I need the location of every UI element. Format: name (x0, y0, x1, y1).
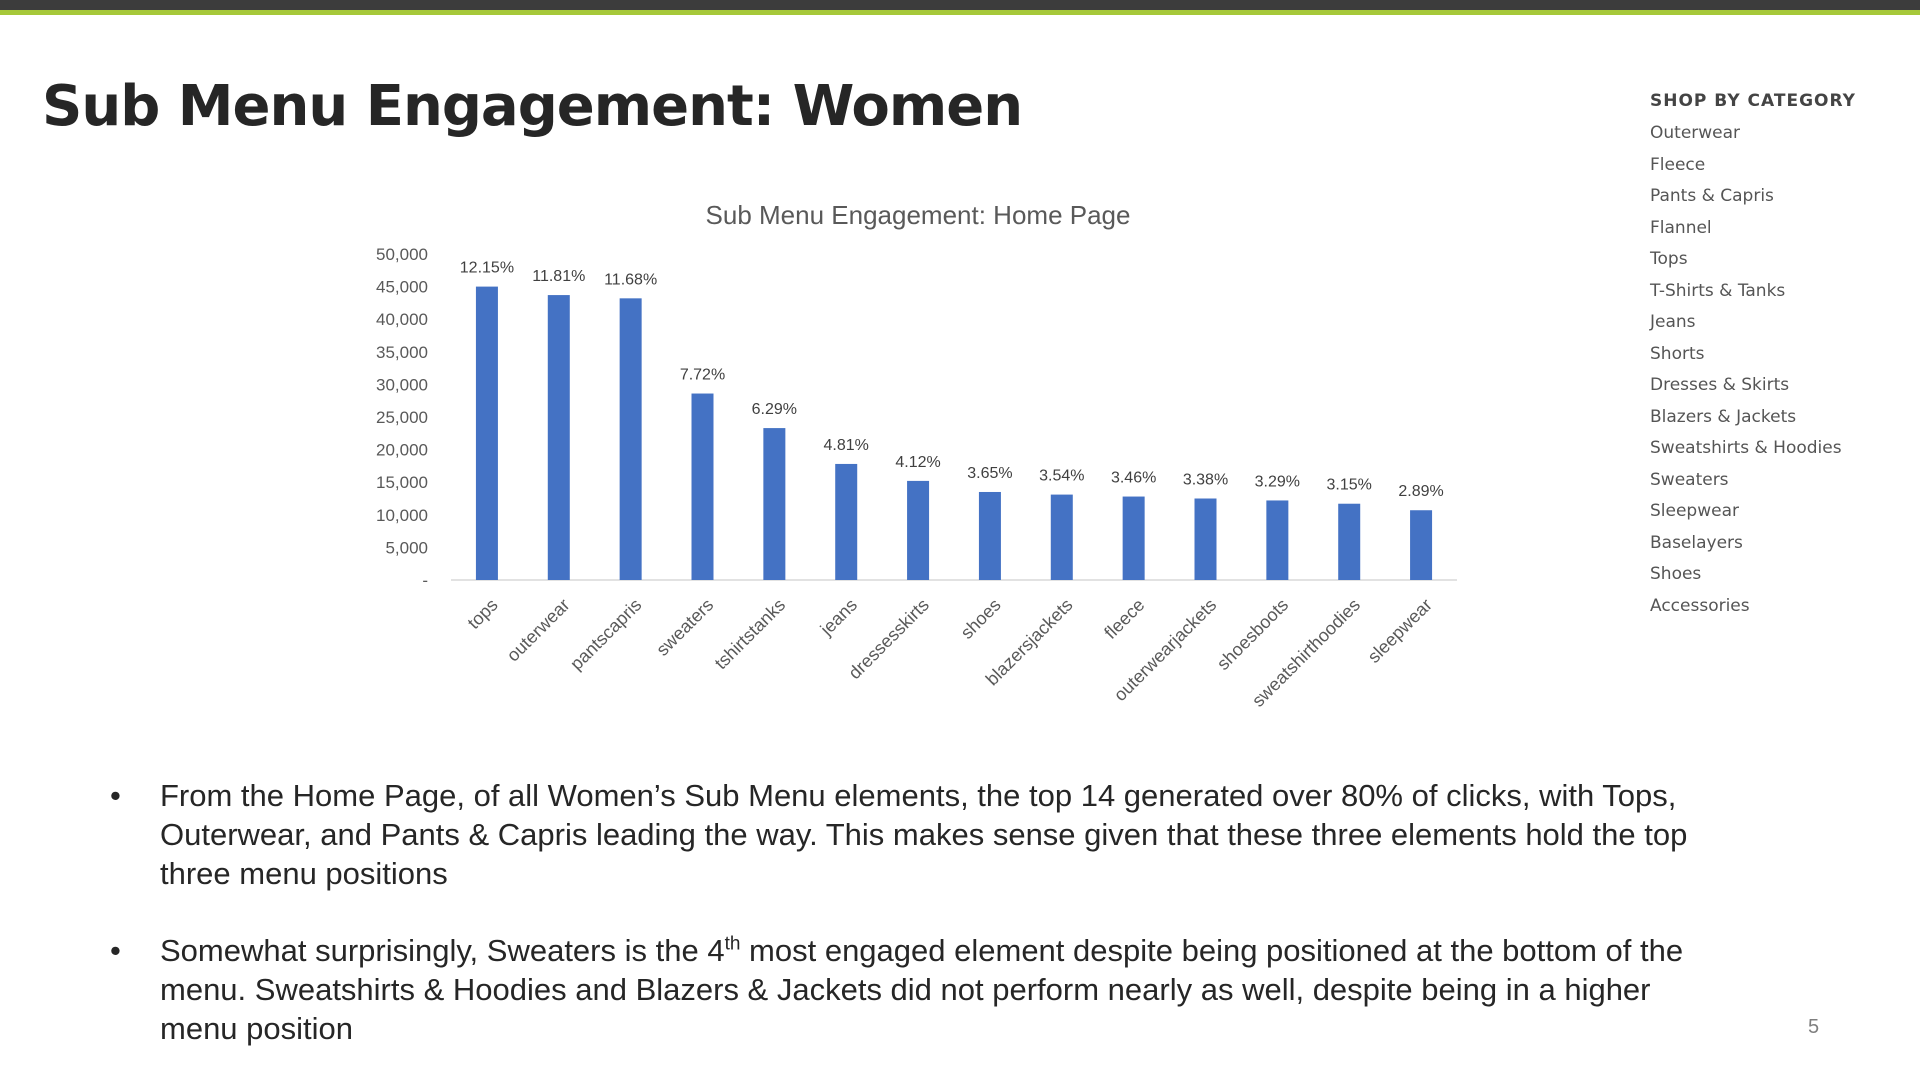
menu-item[interactable]: Baselayers (1650, 532, 1743, 553)
menu-item[interactable]: Sweaters (1650, 469, 1729, 490)
bullet-dot: • (110, 778, 121, 813)
menu-item[interactable]: Accessories (1650, 595, 1750, 616)
menu-item[interactable]: Dresses & Skirts (1650, 375, 1790, 395)
y-tick-label: 40,000 (376, 310, 428, 329)
bar (691, 393, 714, 580)
category-label: shoesboots (1213, 595, 1292, 674)
slide-title: Sub Menu Engagement: Women (42, 74, 1023, 139)
page-number: 5 (1808, 1016, 1820, 1038)
menu-item[interactable]: Tops (1650, 249, 1688, 269)
menu-item[interactable]: Outerwear (1650, 123, 1741, 143)
data-label: 7.72% (680, 367, 725, 384)
data-label: 11.81% (532, 268, 585, 285)
y-tick-label: 20,000 (376, 441, 428, 460)
bullet-dot: • (110, 933, 121, 968)
y-tick-label: 10,000 (376, 506, 428, 525)
top-bar (0, 0, 1920, 10)
y-tick-label: 15,000 (376, 473, 428, 492)
menu-item[interactable]: Jeans (1650, 312, 1696, 332)
data-label: 4.12% (895, 454, 940, 471)
category-label: pantscapris (566, 595, 645, 674)
data-label: 3.65% (967, 465, 1012, 482)
shop-by-category-menu: SHOP BY CATEGORY Outerwear Fleece Pants & … (1650, 90, 1910, 626)
data-labels: 12.15% 11.81% 11.68% 7.72% 6.29% 4.81% 4.12% 3.… (460, 260, 1444, 501)
ordinal-suffix: th (724, 933, 741, 955)
menu-item[interactable]: Shoes (1650, 564, 1702, 584)
menu-item[interactable]: T-Shirts & Tanks (1650, 280, 1786, 301)
bullet-item: • From the Home Page, of all Women’s Sub… (110, 776, 1730, 893)
category-label: jeans (816, 595, 861, 640)
data-label: 3.54% (1039, 468, 1084, 485)
menu-item[interactable]: Sleepwear (1650, 501, 1739, 521)
chart-title: Sub Menu Engagement: Home Page (706, 200, 1131, 230)
bar (1122, 496, 1145, 580)
menu-item[interactable]: Pants & Capris (1650, 186, 1774, 206)
menu-item[interactable]: Fleece (1650, 154, 1706, 175)
y-tick-label: - (422, 571, 428, 590)
bar (978, 491, 1001, 580)
bar (1194, 498, 1217, 580)
bullet-text-start: Somewhat surprisingly, Sweaters is the 4 (160, 933, 725, 968)
menu-item[interactable]: Blazers & Jackets (1650, 406, 1797, 427)
y-axis-ticks: - 5,000 10,000 15,000 20,000 25,000 30,000 35,0… (376, 245, 428, 590)
bullet-text: From the Home Page, of all Women’s Sub M… (160, 778, 1688, 891)
category-label: tops (464, 595, 502, 633)
category-label: fleece (1100, 595, 1148, 643)
category-label: sweaters (652, 595, 717, 660)
data-label: 2.89% (1398, 483, 1443, 500)
menu-heading: SHOP BY CATEGORY (1650, 91, 1856, 111)
category-label: outerwear (503, 595, 574, 666)
y-tick-label: 5,000 (385, 538, 428, 557)
data-label: 3.15% (1327, 477, 1372, 494)
y-tick-label: 50,000 (376, 245, 428, 264)
data-label: 4.81% (824, 437, 869, 454)
menu-item[interactable]: Shorts (1650, 343, 1705, 364)
data-label: 12.15% (460, 260, 514, 277)
bars (475, 286, 1433, 580)
y-tick-label: 35,000 (376, 343, 428, 362)
bullet-list: • From the Home Page, of all Women’s Sub… (110, 776, 1730, 1086)
y-tick-label: 25,000 (376, 408, 428, 427)
bar (907, 480, 930, 580)
data-label: 3.38% (1183, 472, 1228, 489)
bar (1266, 500, 1289, 580)
bar (619, 298, 642, 580)
bar (1410, 510, 1433, 580)
bar (1338, 503, 1361, 580)
data-label: 6.29% (752, 401, 797, 418)
y-tick-label: 45,000 (376, 278, 428, 297)
menu-item-list: Outerwear Fleece Pants & Capris Flannel Tops… (1650, 122, 1910, 626)
bullet-item: • Somewhat surprisingly, Sweaters is the… (110, 931, 1730, 1048)
top-accent-bar (0, 10, 1920, 15)
data-label: 3.29% (1255, 473, 1300, 490)
bar (1050, 494, 1073, 580)
menu-item[interactable]: Sweatshirts & Hoodies (1650, 438, 1842, 458)
category-label: shoes (957, 595, 1005, 643)
menu-item[interactable]: Flannel (1650, 217, 1712, 238)
category-label: sleepwear (1364, 595, 1436, 667)
bar (763, 428, 786, 580)
bar (835, 463, 858, 580)
y-tick-label: 30,000 (376, 375, 428, 394)
bar (475, 286, 498, 580)
data-label: 3.46% (1111, 470, 1156, 487)
bar (547, 295, 570, 580)
bullet-text-end: most engaged element despite being posit… (160, 933, 1684, 1046)
category-label: tshirtstanks (711, 595, 790, 674)
data-label: 11.68% (604, 271, 657, 288)
